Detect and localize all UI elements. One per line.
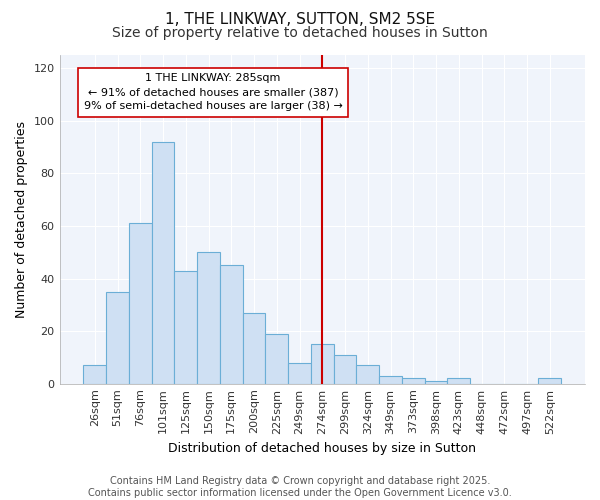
Bar (197, 252, 220, 384)
Bar (538, 378, 561, 384)
Text: 1, THE LINKWAY, SUTTON, SM2 5SE: 1, THE LINKWAY, SUTTON, SM2 5SE (165, 12, 435, 28)
Text: Contains HM Land Registry data © Crown copyright and database right 2025.
Contai: Contains HM Land Registry data © Crown c… (88, 476, 512, 498)
Bar (175, 270, 197, 384)
Bar (242, 312, 265, 384)
Bar (311, 344, 334, 384)
Bar (448, 378, 470, 384)
Text: 1 THE LINKWAY: 285sqm
← 91% of detached houses are smaller (387)
9% of semi-deta: 1 THE LINKWAY: 285sqm ← 91% of detached … (83, 74, 343, 112)
Text: Size of property relative to detached houses in Sutton: Size of property relative to detached ho… (112, 26, 488, 40)
Bar (425, 381, 448, 384)
Bar (356, 366, 379, 384)
Y-axis label: Number of detached properties: Number of detached properties (15, 121, 28, 318)
Bar (129, 224, 152, 384)
Bar (83, 366, 106, 384)
Bar (379, 376, 402, 384)
X-axis label: Distribution of detached houses by size in Sutton: Distribution of detached houses by size … (168, 442, 476, 455)
Bar (402, 378, 425, 384)
Bar (220, 266, 242, 384)
Bar (334, 355, 356, 384)
Bar (106, 292, 129, 384)
Bar (152, 142, 175, 384)
Bar (265, 334, 288, 384)
Bar (288, 362, 311, 384)
